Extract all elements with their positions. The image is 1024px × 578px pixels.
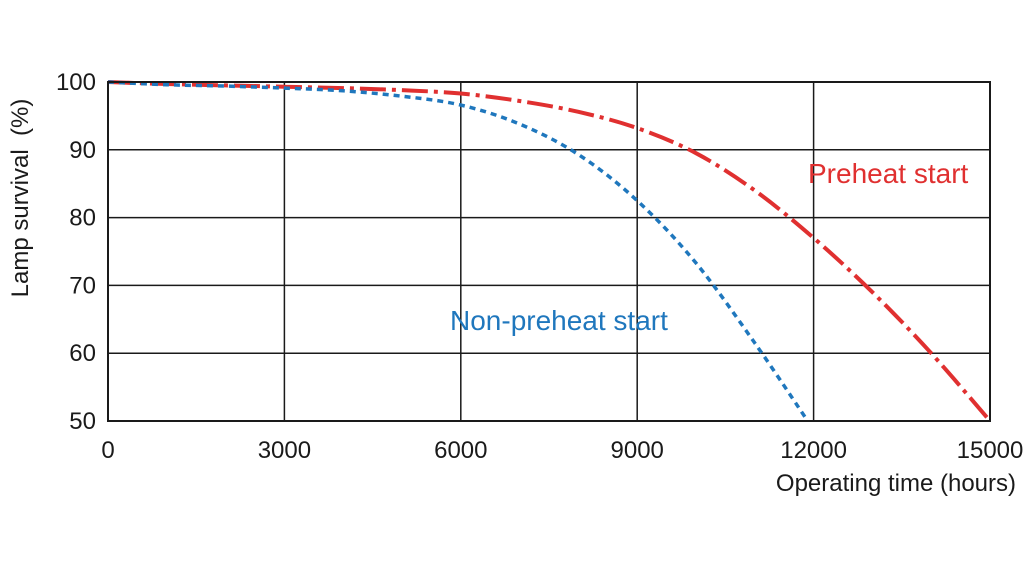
- series-lines: [107, 80, 992, 423]
- tick-labels: 0 3000 6000 9000 12000 15000 50 60 70 80 90 100: [56, 69, 1023, 464]
- x-tick-label: 9000: [611, 437, 664, 464]
- y-tick-label: 50: [69, 408, 96, 435]
- x-tick-label: 15000: [957, 437, 1024, 464]
- y-tick-label: 70: [69, 272, 96, 299]
- y-tick-label: 100: [56, 69, 96, 96]
- series-line-preheat: [107, 80, 992, 423]
- x-tick-label: 6000: [434, 437, 487, 464]
- x-tick-label: 0: [101, 437, 114, 464]
- y-axis-label: Lamp survival (%): [7, 99, 34, 298]
- series-label-preheat: Preheat start: [808, 158, 969, 189]
- x-tick-label: 12000: [780, 437, 847, 464]
- y-tick-label: 90: [69, 137, 96, 164]
- series-label-non-preheat: Non-preheat start: [450, 305, 668, 336]
- y-tick-label: 80: [69, 205, 96, 232]
- y-tick-label: 60: [69, 340, 96, 367]
- plot-frame: [107, 81, 991, 422]
- grid: [107, 81, 991, 422]
- x-axis-label: Operating time (hours): [776, 470, 1016, 497]
- series-line-non-preheat: [107, 80, 810, 422]
- x-tick-label: 3000: [258, 437, 311, 464]
